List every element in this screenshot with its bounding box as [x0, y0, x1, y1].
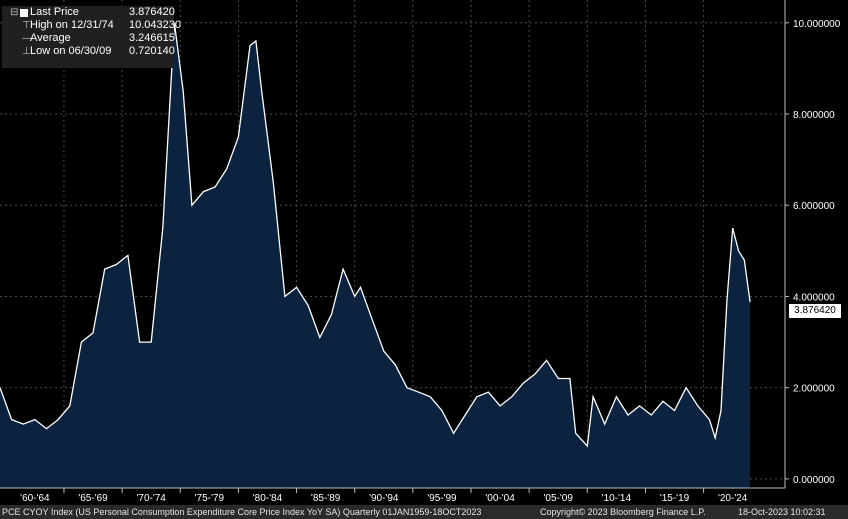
legend-last-price-value: 3.876420 — [129, 6, 175, 18]
x-tick-label: '95-'99 — [427, 493, 457, 504]
y-tick-label: 6.000000 — [793, 201, 835, 212]
x-tick-label: '20-'24 — [718, 493, 748, 504]
legend-high-value: 10.043230 — [129, 19, 181, 31]
x-tick-label: '10-'14 — [602, 493, 632, 504]
legend-low-value: 0.720140 — [129, 45, 175, 57]
last-value-label: 3.876420 — [789, 304, 841, 318]
x-tick-label: '65-'69 — [78, 493, 108, 504]
legend-average: — Average 3.246615 — [2, 32, 175, 45]
x-axis-ticks: '60-'64 '65-'69 '70-'74 '75-'79 '80-'84 '85-'… — [20, 488, 748, 504]
legend-last-price-label: Last Price — [30, 6, 79, 18]
x-tick-label: '75-'79 — [195, 493, 225, 504]
x-tick-label: '70-'74 — [136, 493, 166, 504]
footer-ticker-description: PCE CYOY Index (US Personal Consumption … — [2, 507, 482, 517]
footer-timestamp: 18-Oct-2023 10:02:31 — [738, 507, 826, 517]
y-tick-label: 2.000000 — [793, 384, 835, 395]
y-tick-label: 4.000000 — [793, 292, 835, 303]
y-axis-ticks: 0.000000 2.000000 4.000000 6.000000 8.000000… — [785, 19, 841, 486]
footer-bar: PCE CYOY Index (US Personal Consumption … — [0, 505, 848, 519]
y-tick-label: 0.000000 — [793, 475, 835, 486]
legend-low-label: Low on 06/30/09 — [30, 45, 112, 57]
x-tick-label: '90-'94 — [369, 493, 399, 504]
x-tick-label: '60-'64 — [20, 493, 50, 504]
x-tick-label: '80-'84 — [253, 493, 283, 504]
y-tick-label: 10.000000 — [793, 19, 841, 30]
average-marker-icon: — — [22, 33, 32, 44]
last-price-swatch-icon — [20, 9, 28, 17]
legend-last-price: ⊟ Last Price 3.876420 — [2, 6, 175, 19]
legend-high-label: High on 12/31/74 — [30, 19, 114, 31]
footer-copyright: Copyright© 2023 Bloomberg Finance L.P. — [540, 507, 706, 517]
x-tick-label: '85-'89 — [311, 493, 341, 504]
series-area — [0, 22, 751, 489]
collapse-icon[interactable]: ⊟ — [10, 7, 19, 18]
legend-low: ⊥ Low on 06/30/09 0.720140 — [2, 45, 175, 58]
legend-average-label: Average — [30, 32, 71, 44]
x-tick-label: '00-'04 — [485, 493, 515, 504]
legend-high: ⊤ High on 12/31/74 10.043230 — [2, 19, 181, 32]
x-tick-label: '15-'19 — [660, 493, 690, 504]
legend-box: ⊟ Last Price 3.876420 ⊤ High on 12/31/74… — [2, 6, 181, 68]
y-tick-label: 8.000000 — [793, 110, 835, 121]
legend-average-value: 3.246615 — [129, 32, 175, 44]
low-marker-icon: ⊥ — [22, 46, 31, 57]
high-marker-icon: ⊤ — [22, 20, 31, 31]
x-tick-label: '05-'09 — [544, 493, 574, 504]
series-line — [0, 22, 751, 448]
